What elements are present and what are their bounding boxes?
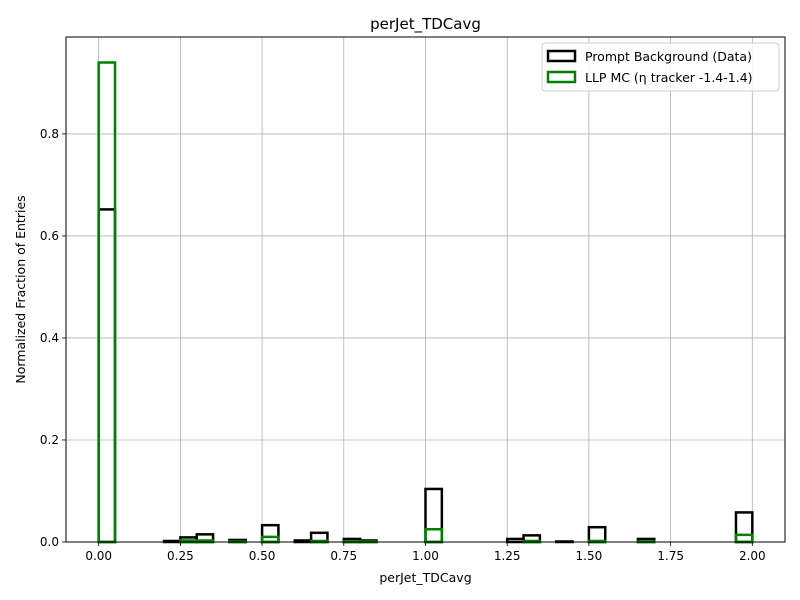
- x-tick-label: 1.50: [576, 549, 603, 563]
- histogram-bin: [734, 511, 754, 544]
- legend-swatch-prompt: [546, 49, 577, 63]
- y-tick-label: 0.6: [40, 229, 59, 243]
- histogram-bin: [734, 533, 754, 544]
- legend-label-prompt: Prompt Background (Data): [585, 49, 752, 64]
- histogram-bin: [97, 61, 117, 544]
- x-tick-label: 0.50: [249, 549, 276, 563]
- x-tick-label: 1.75: [657, 549, 684, 563]
- x-tick-label: 1.25: [494, 549, 521, 563]
- x-tick-label: 0.75: [330, 549, 357, 563]
- y-tick-label: 0.4: [40, 331, 59, 345]
- y-axis-ticks: 0.0 0.2 0.4 0.6 0.8: [40, 127, 66, 549]
- x-axis-ticks: 0.00 0.25 0.50 0.75 1.00 1.25 1.50 1.75 2.00: [85, 542, 766, 563]
- histogram-bin: [424, 527, 444, 544]
- legend-box: [541, 42, 780, 92]
- y-axis-label: Normalized Fraction of Entries: [13, 195, 28, 383]
- chart-title: perJet_TDCavg: [370, 15, 481, 34]
- x-axis-label: perJet_TDCavg: [379, 570, 471, 585]
- legend: Prompt Background (Data) LLP MC (η track…: [541, 42, 780, 92]
- grid: [66, 37, 785, 543]
- histogram-bin: [260, 523, 280, 544]
- y-tick-label: 0.0: [40, 535, 59, 549]
- legend-swatch-llp: [546, 70, 577, 84]
- x-tick-label: 0.25: [167, 549, 194, 563]
- legend-label-llp: LLP MC (η tracker -1.4-1.4): [585, 70, 753, 85]
- y-tick-label: 0.2: [40, 433, 59, 447]
- x-tick-label: 1.00: [412, 549, 439, 563]
- x-tick-label: 0.00: [85, 549, 112, 563]
- histogram-bin: [424, 487, 444, 544]
- histogram-bin: [260, 535, 280, 544]
- y-tick-label: 0.8: [40, 127, 59, 141]
- x-tick-label: 2.00: [739, 549, 766, 563]
- histogram-bin: [97, 208, 117, 544]
